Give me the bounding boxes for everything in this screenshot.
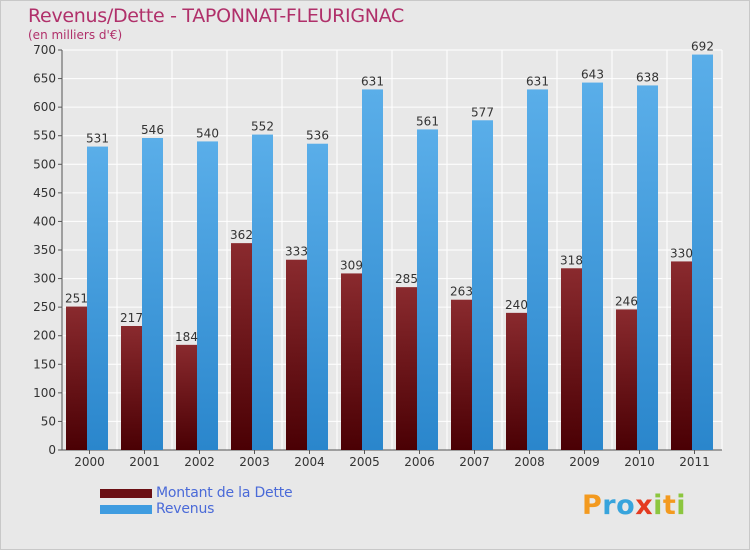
legend-label-revenus: Revenus [156, 501, 215, 517]
logo-letter: i [676, 490, 687, 521]
bars [66, 54, 713, 451]
x-tick-label: 2007 [459, 455, 490, 469]
data-label: 552 [251, 120, 274, 134]
y-tick-label: 50 [41, 414, 56, 428]
y-tick-label: 500 [33, 157, 56, 171]
bar-dette [616, 309, 637, 450]
y-tick-label: 700 [33, 43, 56, 57]
data-label: 330 [670, 246, 693, 260]
bar-dette [506, 312, 527, 450]
axes: 0 50 100 150 200 250 300 350 400 450 500 550 600 650 7… [33, 43, 722, 469]
data-label: 285 [395, 272, 418, 286]
chart-title: Revenus/Dette - TAPONNAT-FLEURIGNAC [28, 5, 405, 27]
bar-dette [66, 306, 87, 450]
y-tick-label: 300 [33, 272, 56, 286]
x-tick-label: 2001 [129, 455, 160, 469]
x-tick-label: 2010 [624, 455, 655, 469]
bar-revenus [637, 85, 658, 450]
logo-letter: P [582, 490, 603, 521]
data-label: 184 [175, 330, 198, 344]
bar-revenus [142, 138, 163, 450]
legend-swatch-revenus [100, 505, 152, 514]
x-tick-label: 2009 [569, 455, 600, 469]
x-tick-label: 2008 [514, 455, 545, 469]
data-label: 309 [340, 258, 363, 272]
y-tick-label: 550 [33, 129, 56, 143]
bar-dette [286, 259, 307, 450]
logo-letter: o [616, 490, 636, 521]
logo-letter: x [635, 490, 654, 521]
bar-dette [671, 261, 692, 450]
y-tick-label: 250 [33, 300, 56, 314]
bar-revenus [417, 129, 438, 450]
y-tick-label: 200 [33, 329, 56, 343]
y-tick-label: 450 [33, 186, 56, 200]
data-label: 536 [306, 129, 329, 143]
data-label: 240 [505, 298, 528, 312]
data-label: 643 [581, 68, 604, 82]
bar-revenus [197, 141, 218, 450]
bar-dette [396, 287, 417, 450]
y-tick-label: 650 [33, 72, 56, 86]
bar-dette [121, 326, 142, 450]
data-label: 540 [196, 126, 219, 140]
y-tick-label: 100 [33, 386, 56, 400]
logo-letter: t [662, 490, 677, 521]
data-label: 638 [636, 70, 659, 84]
data-label: 246 [615, 294, 638, 308]
y-tick-label: 600 [33, 100, 56, 114]
chart-subtitle: (en milliers d'€) [28, 28, 123, 42]
bar-revenus [307, 143, 328, 450]
bar-dette [176, 344, 197, 450]
data-label: 217 [120, 311, 143, 325]
data-label: 251 [65, 292, 88, 306]
logo-letter: i [653, 490, 663, 521]
y-tick-label: 350 [33, 243, 56, 257]
x-tick-label: 2006 [404, 455, 435, 469]
proxiti-logo: Proxiti [582, 490, 686, 521]
data-label: 577 [471, 105, 494, 119]
data-label: 362 [230, 228, 253, 242]
bar-revenus [87, 146, 108, 451]
bar-revenus [472, 120, 493, 451]
legend-label-dette: Montant de la Dette [156, 485, 293, 501]
x-tick-label: 2004 [294, 455, 325, 469]
bar-revenus [527, 89, 548, 450]
data-label: 318 [560, 253, 583, 267]
x-tick-label: 2005 [349, 455, 380, 469]
y-tick-label: 400 [33, 214, 56, 228]
grid-lines [61, 49, 723, 451]
data-label: 561 [416, 114, 439, 128]
data-label: 546 [141, 123, 164, 137]
data-label: 631 [526, 74, 549, 88]
bar-revenus [582, 82, 603, 451]
x-tick-label: 2003 [239, 455, 270, 469]
bar-revenus [362, 89, 383, 450]
bar-revenus [692, 54, 713, 450]
x-tick-label: 2002 [184, 455, 215, 469]
bar-dette [231, 243, 252, 450]
x-tick-label: 2011 [679, 455, 710, 469]
y-tick-label: 150 [33, 357, 56, 371]
data-label: 531 [86, 132, 109, 146]
data-label: 692 [691, 40, 714, 54]
data-label: 333 [285, 245, 308, 259]
data-label: 263 [450, 285, 473, 299]
logo-letter: r [602, 490, 617, 521]
bar-dette [341, 273, 362, 450]
x-tick-label: 2000 [74, 455, 105, 469]
bar-revenus [252, 134, 273, 451]
data-label: 631 [361, 74, 384, 88]
bar-dette [451, 299, 472, 450]
data-labels: 251 531 217 546 184 540 362 552 333 536 309 631 285 5… [65, 40, 714, 344]
legend-swatch-dette [100, 489, 152, 498]
y-tick-label: 0 [48, 443, 56, 457]
bar-dette [561, 268, 582, 450]
